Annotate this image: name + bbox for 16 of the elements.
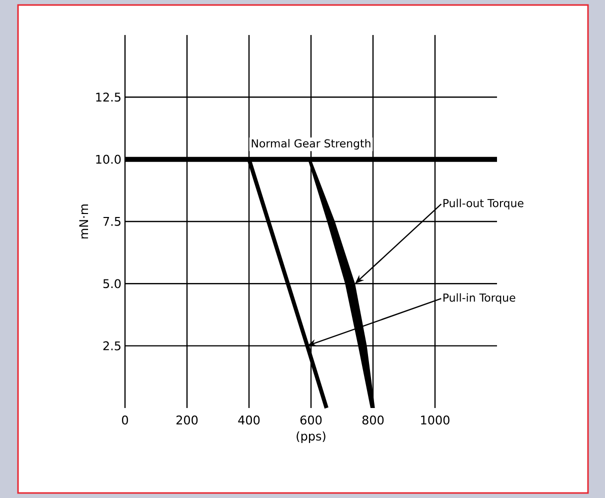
x-axis-title: (pps) [296, 431, 326, 443]
x-tick-label: 600 [300, 416, 322, 425]
y-tick-label: 10.0 [96, 154, 121, 164]
x-tick-label: 800 [362, 416, 384, 425]
y-tick-label: 5.0 [103, 279, 121, 288]
annotation: Pull-in Torque [443, 293, 516, 304]
x-tick-label: 200 [176, 416, 198, 425]
x-tick-label: 1000 [421, 416, 450, 425]
y-tick-label: 2.5 [103, 341, 120, 350]
y-axis-title: mN·m [79, 204, 88, 238]
y-tick-label: 7.5 [103, 217, 120, 226]
y-tick-label: 12.5 [96, 92, 120, 102]
x-tick-label: 0 [122, 416, 128, 425]
x-tick-label: 400 [238, 416, 260, 425]
annotation: Pull-out Torque [443, 198, 524, 210]
ref-line-label: Normal Gear Strength [252, 139, 370, 150]
